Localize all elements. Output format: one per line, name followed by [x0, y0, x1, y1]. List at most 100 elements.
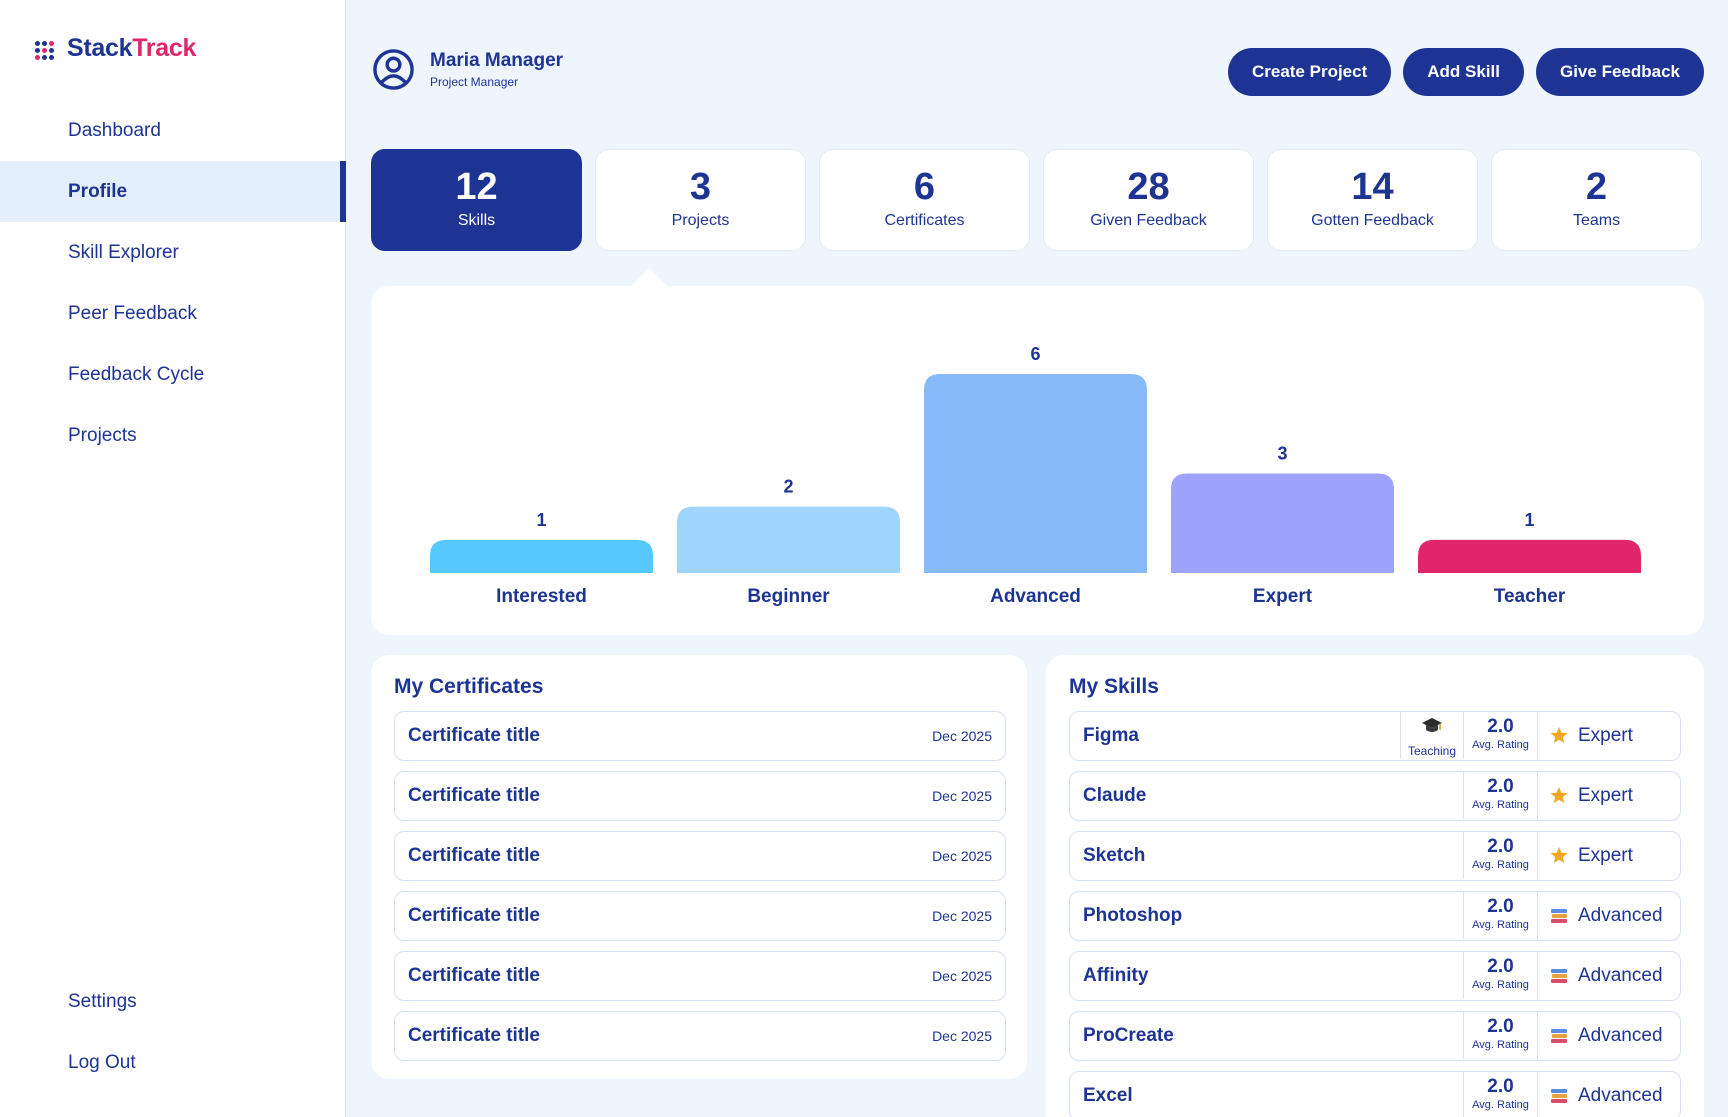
stat-card-gotten-feedback[interactable]: 14 Gotten Feedback: [1267, 149, 1478, 251]
level-label: Advanced: [1578, 964, 1663, 986]
stat-label: Certificates: [884, 212, 965, 229]
logo-icon: [35, 39, 59, 60]
header-actions: Create Project Add Skill Give Feedback: [1227, 48, 1704, 96]
user-profile-header: Maria Manager Project Manager: [372, 48, 563, 91]
certificate-title: Certificate title: [408, 785, 540, 806]
chart-data-label: 3: [1277, 444, 1287, 464]
certificate-title: Certificate title: [408, 965, 540, 986]
rating-value: 2.0: [1487, 836, 1514, 857]
avg-rating: 2.0 Avg. Rating: [1463, 892, 1537, 939]
certificate-row[interactable]: Certificate title Dec 2025: [394, 891, 1006, 941]
chart-data-label: 2: [783, 477, 793, 497]
give-feedback-button[interactable]: Give Feedback: [1535, 48, 1704, 96]
certificate-row[interactable]: Certificate title Dec 2025: [394, 1011, 1006, 1061]
stat-label: Given Feedback: [1090, 212, 1207, 229]
skill-row-procreate[interactable]: ProCreate 2.0 Avg. Rating Advanced: [1069, 1011, 1681, 1061]
stat-value: 3: [689, 166, 712, 208]
skill-row-sketch[interactable]: Sketch 2.0 Avg. Rating Expert: [1069, 831, 1681, 881]
certificates-title: My Certificates: [394, 675, 544, 698]
skill-row-photoshop[interactable]: Photoshop 2.0 Avg. Rating Advanced: [1069, 891, 1681, 941]
skill-level: Expert: [1537, 832, 1680, 879]
sidebar-item-projects[interactable]: Projects: [68, 425, 137, 446]
teaching-badge: Teaching: [1400, 712, 1463, 759]
sidebar-item-profile[interactable]: Profile: [0, 161, 346, 222]
stat-card-skills[interactable]: 12 Skills: [371, 149, 582, 251]
certificates-list: Certificate title Dec 2025 Certificate ti…: [394, 711, 1006, 1071]
graduation-cap-icon: [1422, 718, 1442, 732]
skill-level: Advanced: [1537, 1072, 1680, 1117]
skill-name: Affinity: [1083, 965, 1149, 986]
sidebar: StackTrack Dashboard Profile Skill Explo…: [0, 0, 346, 1117]
add-skill-button[interactable]: Add Skill: [1403, 48, 1524, 96]
chart-bar-teacher[interactable]: [1418, 539, 1641, 573]
certificate-title: Certificate title: [408, 845, 540, 866]
sidebar-item-peer-feedback[interactable]: Peer Feedback: [68, 303, 197, 324]
level-label: Advanced: [1578, 1084, 1663, 1106]
stat-value: 14: [1351, 166, 1394, 208]
skills-title: My Skills: [1069, 675, 1159, 698]
stats-row: 12 Skills 3 Projects 6 Certificates 28 G…: [371, 149, 1702, 251]
certificate-date: Dec 2025: [932, 1028, 992, 1044]
user-circle-icon: [373, 49, 414, 90]
books-icon: [1551, 1028, 1567, 1043]
stat-value: 6: [913, 166, 936, 208]
stat-label: Skills: [457, 212, 496, 229]
skill-row-excel[interactable]: Excel 2.0 Avg. Rating Advanced: [1069, 1071, 1681, 1117]
level-label: Expert: [1578, 724, 1633, 746]
level-label: Expert: [1578, 844, 1633, 866]
stat-card-projects[interactable]: 3 Projects: [595, 149, 806, 251]
skill-row-affinity[interactable]: Affinity 2.0 Avg. Rating Advanced: [1069, 951, 1681, 1001]
certificate-date: Dec 2025: [932, 968, 992, 984]
certificate-date: Dec 2025: [932, 848, 992, 864]
chart-bar-beginner[interactable]: [677, 506, 900, 573]
skill-level-chart-card: 1 Interested 2 Beginner 6 Advanced 3 Expert 1 Tea…: [371, 286, 1704, 635]
skill-row-figma[interactable]: Figma Teaching 2.0 Avg. Rating Expert: [1069, 711, 1681, 761]
app-logo[interactable]: StackTrack: [35, 34, 196, 63]
rating-label: Avg. Rating: [1472, 1039, 1529, 1051]
sidebar-item-settings[interactable]: Settings: [68, 991, 137, 1012]
books-icon: [1551, 968, 1567, 983]
sidebar-item-logout[interactable]: Log Out: [68, 1052, 136, 1073]
certificate-date: Dec 2025: [932, 788, 992, 804]
certificate-row[interactable]: Certificate title Dec 2025: [394, 831, 1006, 881]
create-project-button[interactable]: Create Project: [1227, 48, 1392, 96]
chart-pointer: [630, 268, 668, 287]
level-label: Advanced: [1578, 904, 1663, 926]
rating-value: 2.0: [1487, 1076, 1514, 1097]
certificate-date: Dec 2025: [932, 728, 992, 744]
avg-rating: 2.0 Avg. Rating: [1463, 952, 1537, 999]
rating-value: 2.0: [1487, 716, 1514, 737]
rating-label: Avg. Rating: [1472, 979, 1529, 991]
logo-text-part1: Stack: [67, 34, 133, 62]
certificate-title: Certificate title: [408, 1025, 540, 1046]
logo-text-part2: Track: [132, 34, 197, 62]
stat-value: 28: [1127, 166, 1170, 208]
sidebar-item-dashboard[interactable]: Dashboard: [68, 120, 161, 141]
skills-card: My Skills Figma Teaching 2.0 Avg. Rating…: [1046, 655, 1704, 1117]
avg-rating: 2.0 Avg. Rating: [1463, 772, 1537, 819]
chart-bar-interested[interactable]: [430, 539, 653, 573]
sidebar-item-feedback-cycle[interactable]: Feedback Cycle: [68, 364, 205, 385]
certificate-row[interactable]: Certificate title Dec 2025: [394, 771, 1006, 821]
sidebar-item-skill-explorer[interactable]: Skill Explorer: [68, 242, 179, 263]
skill-row-claude[interactable]: Claude 2.0 Avg. Rating Expert: [1069, 771, 1681, 821]
avg-rating: 2.0 Avg. Rating: [1463, 1072, 1537, 1117]
skill-level-chart: 1 Interested 2 Beginner 6 Advanced 3 Expert 1 Tea…: [430, 344, 1641, 607]
certificate-row[interactable]: Certificate title Dec 2025: [394, 951, 1006, 1001]
stat-card-teams[interactable]: 2 Teams: [1491, 149, 1702, 251]
certificate-date: Dec 2025: [932, 908, 992, 924]
stat-card-certificates[interactable]: 6 Certificates: [819, 149, 1030, 251]
chart-category-label: Expert: [1253, 586, 1313, 607]
books-icon: [1551, 908, 1567, 923]
stat-label: Gotten Feedback: [1311, 212, 1434, 229]
chart-bar-advanced[interactable]: [924, 374, 1147, 573]
stat-card-given-feedback[interactable]: 28 Given Feedback: [1043, 149, 1254, 251]
rating-value: 2.0: [1487, 1016, 1514, 1037]
skill-level: Advanced: [1537, 892, 1680, 939]
certificates-card: My Certificates Certificate title Dec 202…: [371, 655, 1027, 1079]
skill-name: Figma: [1083, 725, 1139, 746]
chart-category-label: Teacher: [1494, 586, 1566, 607]
chart-bar-expert[interactable]: [1171, 473, 1394, 574]
certificate-row[interactable]: Certificate title Dec 2025: [394, 711, 1006, 761]
user-role: Project Manager: [430, 75, 519, 89]
